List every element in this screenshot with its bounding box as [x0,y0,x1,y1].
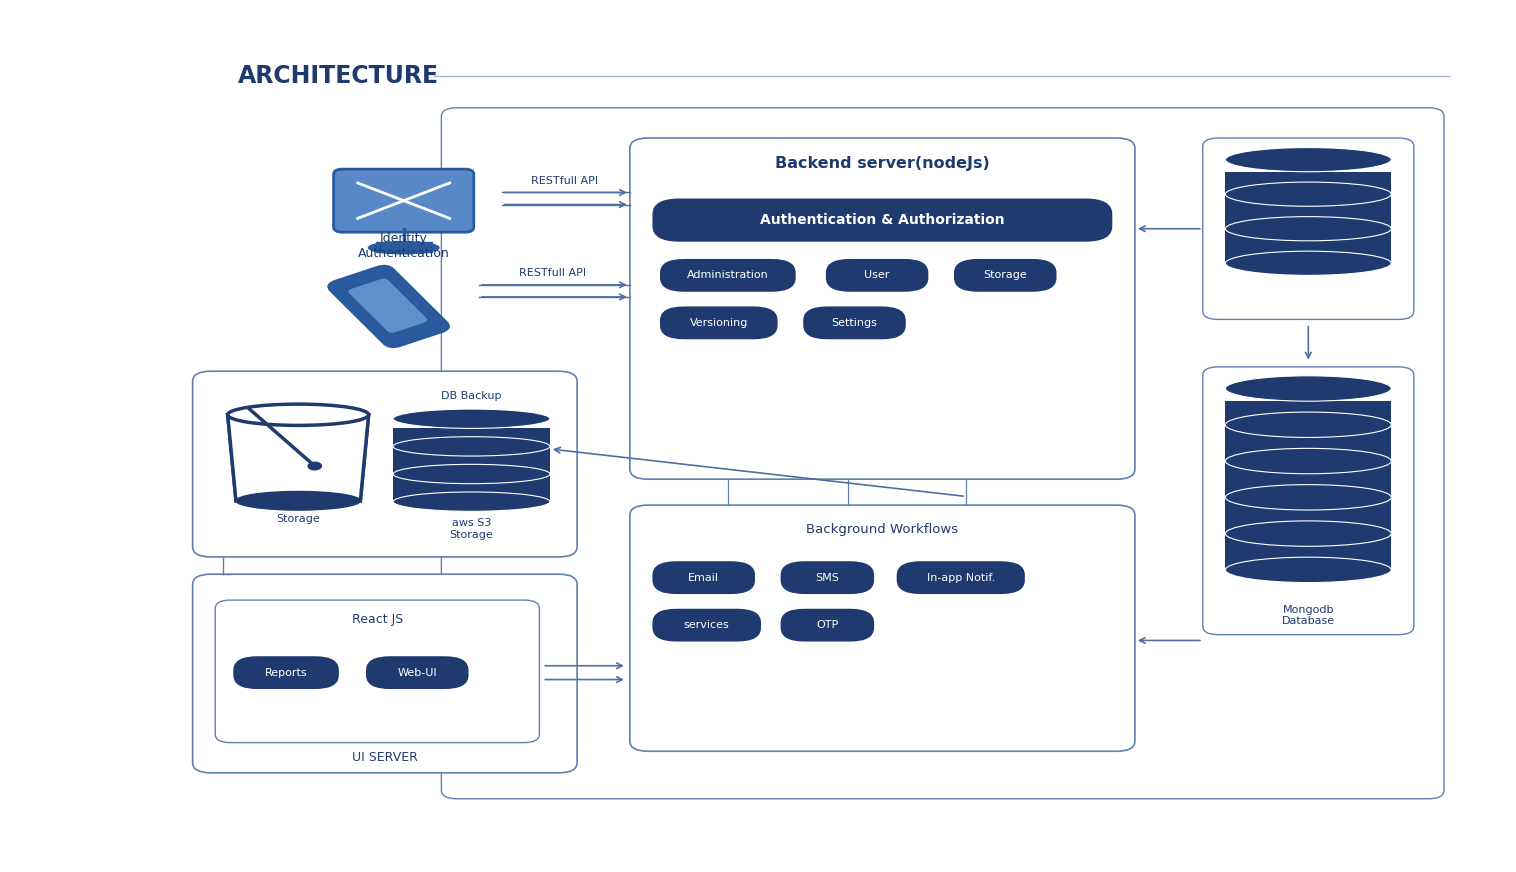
FancyBboxPatch shape [803,306,905,339]
FancyBboxPatch shape [193,371,578,557]
FancyBboxPatch shape [441,108,1443,799]
Ellipse shape [1225,251,1392,276]
Text: Storage: Storage [984,270,1028,281]
Bar [393,428,550,501]
Text: Storage: Storage [276,514,320,524]
Text: Settings: Settings [832,318,878,328]
Text: Web-UI: Web-UI [397,668,437,678]
Text: RESTfull API: RESTfull API [520,268,587,278]
Text: Versioning: Versioning [690,318,747,328]
Ellipse shape [393,492,550,511]
Ellipse shape [1225,376,1392,401]
FancyBboxPatch shape [215,600,540,743]
Ellipse shape [393,409,550,428]
FancyBboxPatch shape [349,279,428,333]
Text: User: User [864,270,890,281]
Polygon shape [227,415,368,501]
Ellipse shape [1225,147,1392,172]
FancyBboxPatch shape [1202,138,1414,319]
Bar [1225,172,1392,263]
FancyBboxPatch shape [826,259,928,292]
Text: Administration: Administration [687,270,769,281]
FancyBboxPatch shape [334,169,475,232]
Text: UI SERVER: UI SERVER [352,751,418,764]
Ellipse shape [227,404,368,426]
FancyBboxPatch shape [659,306,778,339]
Text: Identity
Authentication: Identity Authentication [358,232,450,260]
Ellipse shape [1225,182,1392,207]
Bar [376,242,432,252]
FancyBboxPatch shape [652,609,761,642]
Text: React JS: React JS [352,613,403,625]
Text: aws S3
Storage: aws S3 Storage [450,518,493,540]
Text: OTP: OTP [816,620,838,630]
Text: Background Workflows: Background Workflows [807,523,958,535]
Ellipse shape [1225,557,1392,582]
Ellipse shape [368,242,440,254]
Text: Backend server(nodeJs): Backend server(nodeJs) [775,156,990,172]
Ellipse shape [1225,521,1392,546]
Text: Reports: Reports [265,668,308,678]
Text: services: services [684,620,729,630]
Ellipse shape [393,464,550,484]
Ellipse shape [1225,412,1392,438]
FancyBboxPatch shape [629,505,1135,752]
Text: DB Backup: DB Backup [441,392,502,401]
Ellipse shape [236,492,361,510]
FancyBboxPatch shape [1202,367,1414,635]
FancyBboxPatch shape [629,138,1135,480]
Ellipse shape [1225,448,1392,473]
FancyBboxPatch shape [652,562,755,594]
FancyBboxPatch shape [659,259,796,292]
Text: Mongodb
Database: Mongodb Database [1281,605,1336,626]
FancyBboxPatch shape [652,199,1113,242]
Text: SMS: SMS [816,573,840,582]
FancyBboxPatch shape [365,657,468,689]
Text: Authentication & Authorization: Authentication & Authorization [760,213,1005,227]
FancyBboxPatch shape [781,609,875,642]
FancyBboxPatch shape [329,266,449,347]
FancyBboxPatch shape [233,657,340,689]
Ellipse shape [1225,485,1392,510]
Text: Email: Email [688,573,719,582]
FancyBboxPatch shape [896,562,1025,594]
Ellipse shape [393,437,550,456]
Text: In-app Notif.: In-app Notif. [926,573,994,582]
Circle shape [308,462,321,470]
FancyBboxPatch shape [954,259,1057,292]
FancyBboxPatch shape [781,562,875,594]
Text: RESTfull API: RESTfull API [532,175,599,186]
Text: ARCHITECTURE: ARCHITECTURE [238,64,440,88]
FancyBboxPatch shape [193,574,578,773]
Bar [1225,401,1392,570]
Ellipse shape [1225,216,1392,241]
